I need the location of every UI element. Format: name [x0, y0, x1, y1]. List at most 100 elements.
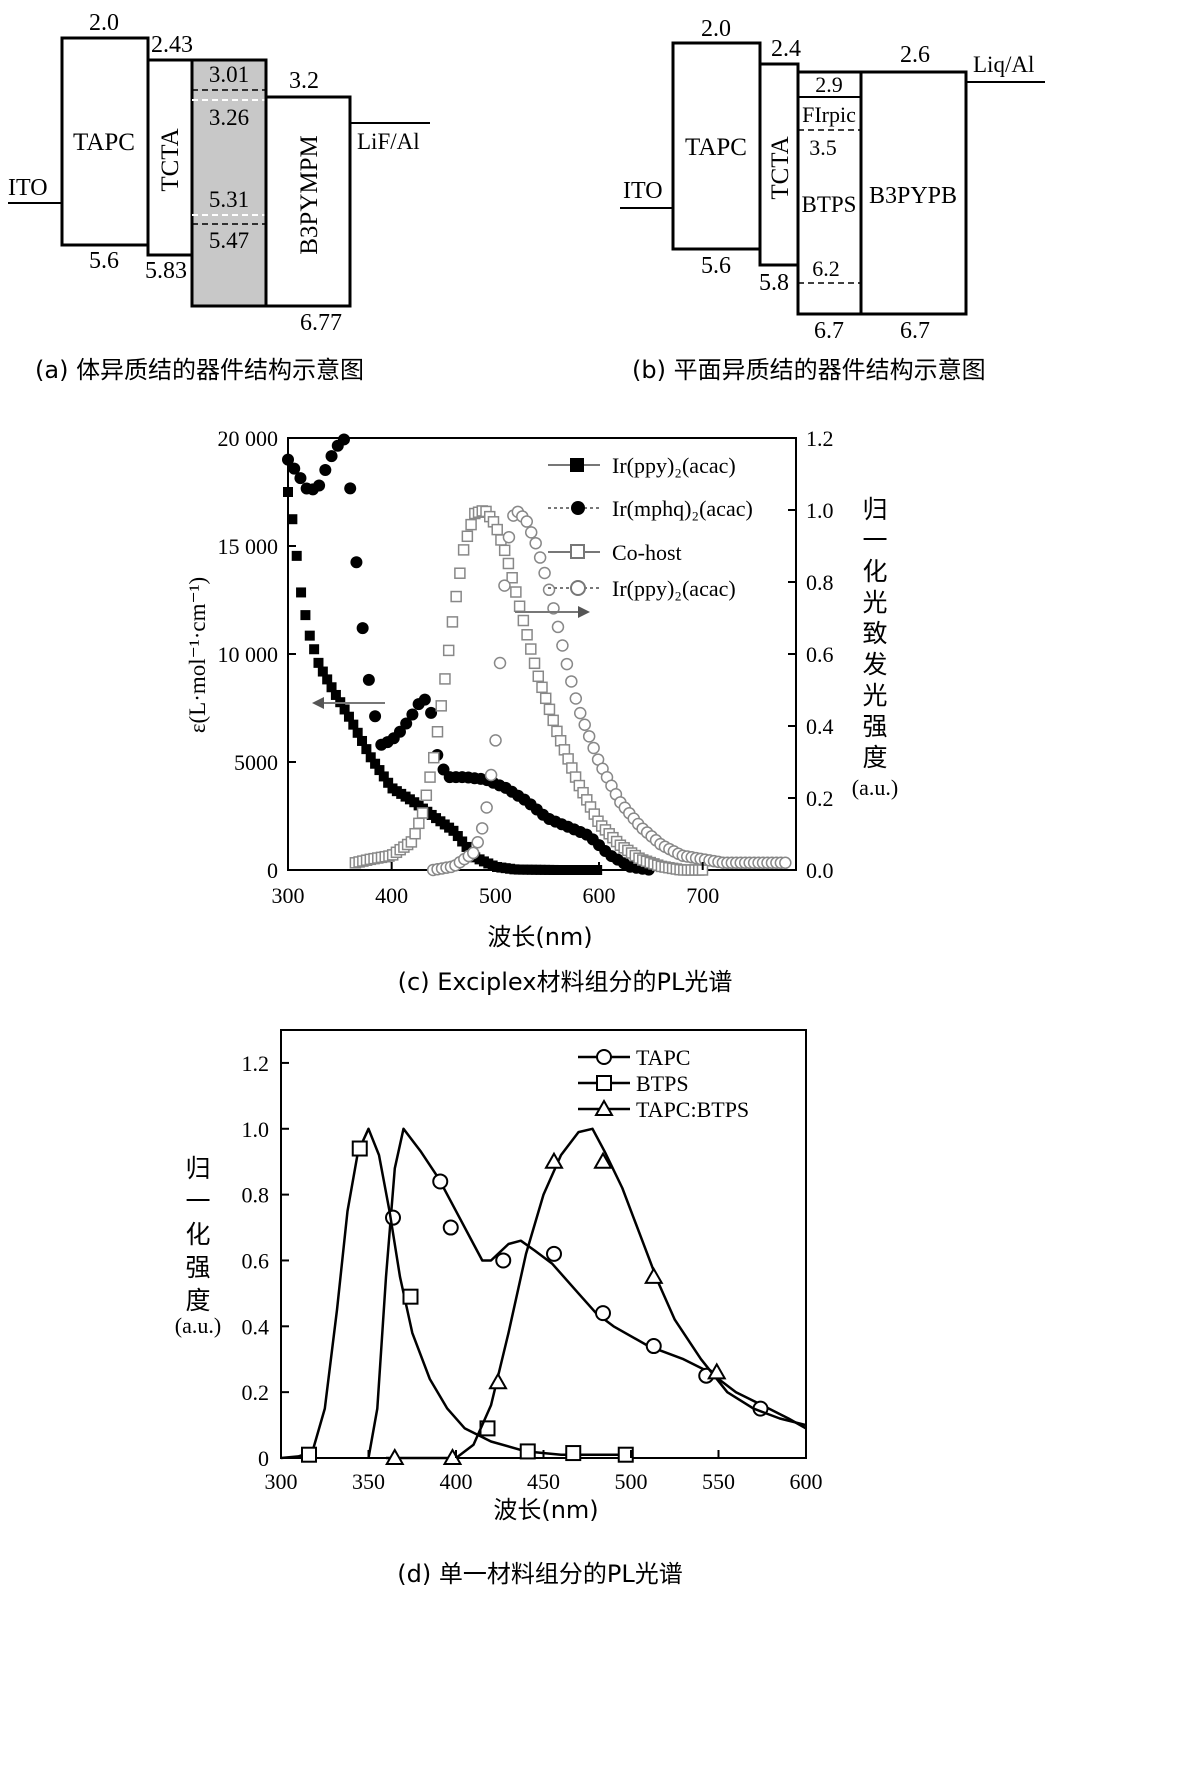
- ppy-pl-marker-32: [569, 692, 583, 705]
- b3pympm-homo-a: 6.77: [300, 310, 342, 336]
- ppy-pl-marker-10: [471, 836, 484, 849]
- y-right-tick-label-c-1: 0.2: [806, 786, 834, 811]
- y-label-char-d-1: 一: [185, 1187, 210, 1216]
- legend-label-mphq-abs: Ir(mphq)₂(acac): [612, 496, 753, 521]
- firpic-label: FIrpic: [802, 102, 856, 127]
- x-tick-label-d-450: 450: [527, 1469, 560, 1494]
- line-tapc-btps: [386, 1127, 807, 1460]
- y-right-label-char-c-4: 致: [862, 619, 887, 648]
- panel-b-energy-diagram: ITO 2.0 TAPC 5.6 2.4 TCTA 5.8 2.9 FIrpic…: [620, 16, 1045, 384]
- level-3.5-label: 3.5: [809, 135, 837, 160]
- y-right-tick-label-c-3: 0.6: [806, 642, 834, 667]
- x-tick-label-d-550: 550: [702, 1469, 735, 1494]
- y-right-label-char-c-3: 光: [862, 588, 887, 617]
- y-right-label-char-c-8: 度: [862, 743, 887, 772]
- mphq-abs-marker-22: [418, 693, 431, 706]
- legend-label-cohost: Co-host: [612, 540, 682, 565]
- ppy-abs-marker-40: [457, 836, 468, 847]
- ppy-abs-marker-5: [304, 630, 315, 641]
- ppy-pl-marker-11: [475, 822, 489, 835]
- square-marker-1-6: [617, 1446, 634, 1463]
- legend-label-ppy-abs: Ir(ppy)₂(acac): [612, 453, 736, 478]
- ppy-abs-marker-8: [317, 666, 328, 677]
- series-group-d: [280, 1127, 807, 1465]
- mphq-abs-marker-9: [337, 433, 350, 446]
- mphq-abs-marker-0: [282, 453, 294, 466]
- x-tick-label-c-300: 300: [272, 883, 305, 908]
- y-tick-label-d-3: 0.6: [242, 1248, 270, 1273]
- y-right-tick-label-c-2: 0.4: [806, 714, 834, 739]
- triangle-marker-2-0: [385, 1447, 405, 1465]
- ppy-abs-marker-16: [352, 727, 363, 738]
- y-right-label-char-c-1: 一: [862, 526, 887, 555]
- y-right-label-char-c-5: 发: [862, 650, 887, 679]
- x-tick-label-c-600: 600: [583, 883, 616, 908]
- cohost-pl-marker-27: [450, 590, 462, 603]
- circle-marker-0-4: [546, 1245, 562, 1262]
- ppy-pl-marker-79: [779, 856, 792, 870]
- ppy-abs-marker-3: [296, 587, 307, 598]
- y-right-label-char-c-6: 光: [862, 681, 887, 710]
- axes-group-c: 300 400 500 600 700 0 5000 10 000 15 000 20 000 0.…: [218, 426, 834, 908]
- ppy-abs-marker-22: [378, 771, 389, 782]
- y-right-tick-label-c-4: 0.8: [806, 570, 834, 595]
- triangle-marker-2-3: [544, 1151, 564, 1169]
- tapc-lumo-b: 2.0: [701, 16, 731, 42]
- caption-c: (c) Exciplex材料组分的PL光谱: [398, 968, 733, 996]
- b3pympm-block-a: [264, 95, 352, 308]
- circle-marker-0-3: [495, 1252, 512, 1269]
- cohost-pl-marker-23: [435, 700, 447, 712]
- series-group-c: [282, 433, 792, 877]
- legend-label-ppy-pl: Ir(ppy)₂(acac): [612, 576, 736, 601]
- y-right-label-char-c-0: 归: [862, 495, 887, 524]
- ppy-pl-marker-34: [578, 718, 591, 731]
- cohost-pl-marker-49: [532, 670, 545, 683]
- y-right-label-char-c-7: 强: [862, 712, 887, 741]
- mphq-abs-marker-6: [319, 463, 332, 476]
- cohost-pl-marker-41: [502, 557, 515, 570]
- ppy-pl-marker-33: [574, 706, 587, 720]
- x-label-c: 波长(nm): [487, 923, 592, 951]
- level-6.2-label: 6.2: [812, 256, 840, 281]
- cohost-pl-marker-28: [454, 567, 466, 579]
- ppy-abs-marker-71: [592, 865, 603, 875]
- axes-group-d: 300 350 400 450 500 550 600 0 0.2 0.4 0.6 0.8 1.0 1.2: [242, 1051, 823, 1494]
- ppy-abs-marker-18: [361, 744, 372, 755]
- arrow-right-head: [578, 606, 590, 618]
- ppy-pl-marker-35: [582, 730, 596, 743]
- legend-marker-tapc-btps: [594, 1098, 614, 1116]
- ppy-abs-marker-39: [452, 831, 463, 842]
- btps-homo-b: 6.7: [814, 318, 844, 344]
- y-label-char-d-4: 度: [185, 1286, 210, 1315]
- cohost-pl-marker-47: [525, 643, 537, 655]
- panel-a-energy-diagram: ITO 2.0 TAPC 5.6 2.43 TCTA 5.83 3.01 3.2…: [8, 10, 430, 384]
- mphq-abs-marker-13: [362, 673, 375, 686]
- caption-d: (d) 单一材料组分的PL光谱: [397, 1560, 682, 1588]
- ppy-abs-marker-14: [343, 711, 354, 722]
- triangle-marker-2-2: [488, 1372, 508, 1390]
- ppy-pl-marker-17: [502, 530, 516, 544]
- ppy-abs-marker-10: [326, 682, 337, 693]
- x-tick-label-d-500: 500: [615, 1469, 648, 1494]
- y-right-tick-label-c-6: 1.2: [806, 426, 834, 451]
- square-marker-1-1: [351, 1140, 368, 1157]
- y-right-tick-label-c-0: 0.0: [806, 858, 834, 883]
- ppy-abs-marker-13: [339, 704, 350, 715]
- ppy-abs-marker-21: [374, 765, 385, 776]
- circle-marker-0-0: [385, 1209, 401, 1226]
- cohost-pl-marker-20: [424, 771, 436, 783]
- square-marker-1-2: [402, 1288, 419, 1305]
- tapc-name-a: TAPC: [73, 129, 135, 156]
- x-tick-label-c-500: 500: [479, 883, 512, 908]
- x-tick-label-c-700: 700: [686, 883, 719, 908]
- level-5.31-label: 5.31: [209, 187, 249, 212]
- cohost-pl-marker-54: [551, 725, 563, 738]
- mphq-abs-marker-10: [344, 482, 357, 495]
- y-tick-label-d-0: 0: [258, 1446, 269, 1471]
- tcta-name-a: TCTA: [157, 128, 184, 191]
- liq-al-label: Liq/Al: [973, 52, 1034, 77]
- circle-marker-0-2: [442, 1219, 459, 1236]
- tapc-homo-b: 5.6: [701, 253, 731, 279]
- x-tick-label-d-600: 600: [790, 1469, 823, 1494]
